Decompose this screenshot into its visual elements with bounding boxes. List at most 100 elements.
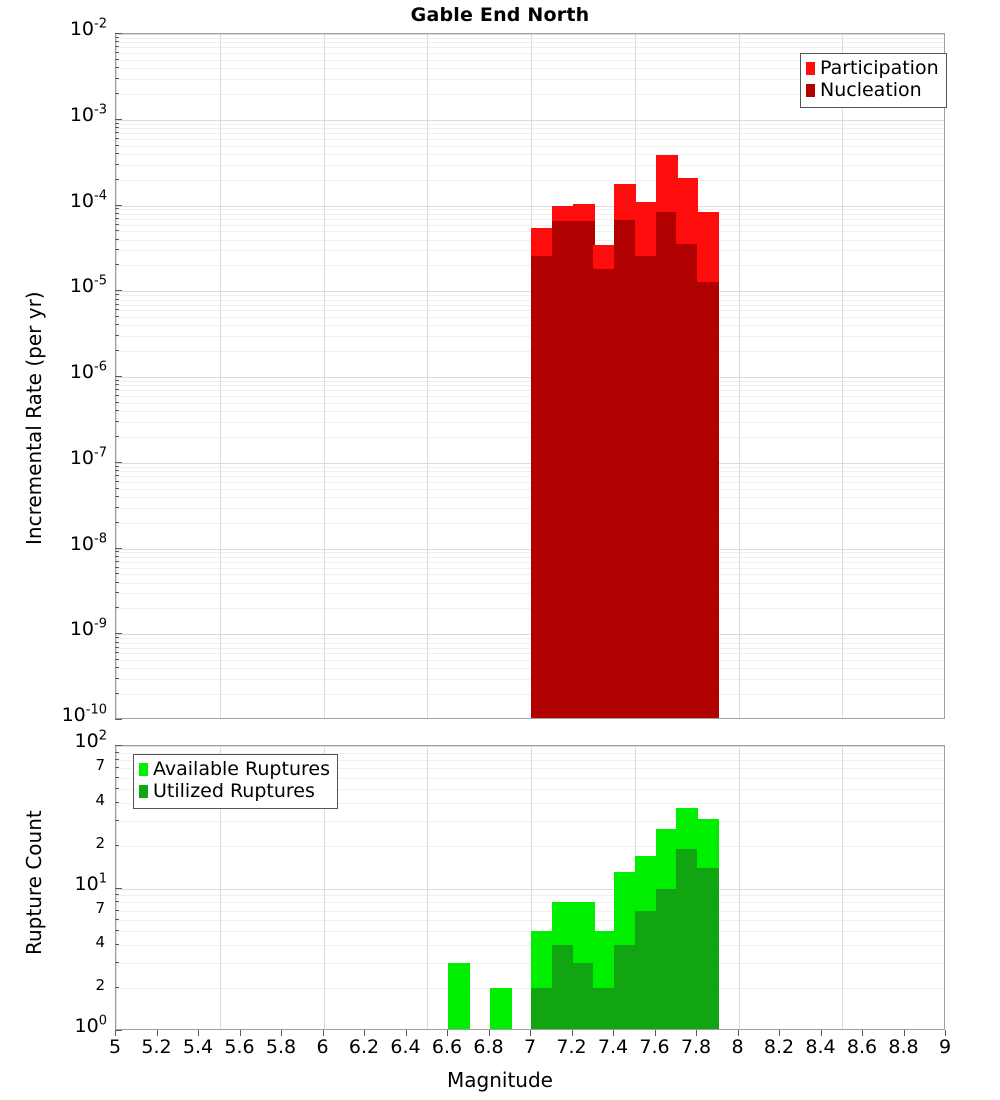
count-bar xyxy=(655,746,678,1029)
participation-swatch xyxy=(806,62,815,76)
available-segment xyxy=(448,963,470,1029)
xtick-8.4: 8.4 xyxy=(805,1036,836,1058)
incremental-rate-legend: Participation Nucleation xyxy=(800,53,947,108)
nucleation-segment xyxy=(572,221,595,718)
legend-label-nucleation: Nucleation xyxy=(820,78,922,101)
bottom-ytick-1: 101 xyxy=(74,871,107,895)
utilized-segment xyxy=(593,988,616,1029)
top-ytick--7: 10-7 xyxy=(69,445,107,469)
xtick-6: 6 xyxy=(316,1036,329,1058)
rate-bar xyxy=(655,34,678,718)
count-bar xyxy=(614,746,636,1029)
rate-bar xyxy=(551,34,574,718)
top-ytick--9: 10-9 xyxy=(69,616,107,641)
top-y-axis-label: Incremental Rate (per yr) xyxy=(22,291,46,545)
rate-bar xyxy=(593,34,616,718)
count-bar xyxy=(510,746,532,1029)
top-ytick--6: 10-6 xyxy=(69,359,107,383)
bottom-ytick-minor-40: 4 xyxy=(95,790,105,809)
top-ytick--8: 10-8 xyxy=(69,531,107,555)
count-bar xyxy=(489,746,512,1029)
xtick-6.2: 6.2 xyxy=(348,1036,380,1058)
incremental-rate-panel xyxy=(115,33,945,719)
xtick-7: 7 xyxy=(523,1036,537,1058)
top-ytick--4: 10-4 xyxy=(69,188,107,212)
xtick-5.4: 5.4 xyxy=(182,1036,214,1058)
legend-label-utilized-ruptures: Utilized Ruptures xyxy=(153,779,315,802)
legend-item-utilized-ruptures: Utilized Ruptures xyxy=(139,779,330,803)
xtick-9: 9 xyxy=(938,1036,952,1058)
xtick-7.8: 7.8 xyxy=(680,1036,712,1058)
utilized-segment xyxy=(634,910,657,1029)
xtick-5: 5 xyxy=(108,1036,122,1058)
top-ytick--5: 10-5 xyxy=(69,273,107,298)
xtick-8.2: 8.2 xyxy=(763,1036,795,1058)
rate-bar xyxy=(614,34,636,718)
page-title: Gable End North xyxy=(410,4,590,26)
utilized-segment xyxy=(531,988,553,1029)
count-bar xyxy=(676,746,699,1029)
available-segment xyxy=(489,988,512,1029)
xtick-5.6: 5.6 xyxy=(224,1036,255,1058)
rupture-count-legend: Available Ruptures Utilized Ruptures xyxy=(133,754,338,809)
utilized-segment xyxy=(655,888,678,1029)
bottom-ytick-minor-2: 2 xyxy=(95,976,105,995)
utilized-segment xyxy=(572,963,595,1029)
utilized-ruptures-swatch xyxy=(139,785,148,799)
xtick-6.4: 6.4 xyxy=(390,1036,421,1058)
xtick-7.2: 7.2 xyxy=(556,1036,587,1058)
count-bar xyxy=(551,746,574,1029)
xtick-5.8: 5.8 xyxy=(265,1036,297,1058)
bottom-ytick-minor-4: 4 xyxy=(95,933,105,952)
rate-bar xyxy=(697,34,719,718)
bottom-ytick-minor-70: 7 xyxy=(95,756,105,775)
xtick-7.4: 7.4 xyxy=(597,1036,629,1058)
nucleation-segment xyxy=(655,211,678,718)
bottom-y-axis-label: Rupture Count xyxy=(22,810,46,955)
xtick-6.8: 6.8 xyxy=(473,1036,504,1058)
bottom-ytick-0: 100 xyxy=(74,1013,107,1037)
rate-bar xyxy=(572,34,595,718)
nucleation-swatch xyxy=(806,84,815,98)
top-ytick--2: 10-2 xyxy=(69,16,107,40)
rate-bar xyxy=(676,34,699,718)
nucleation-segment xyxy=(551,221,574,718)
rupture-count-plot-area xyxy=(115,745,945,1030)
legend-item-available-ruptures: Available Ruptures xyxy=(139,758,330,781)
xtick-8: 8 xyxy=(731,1036,744,1058)
nucleation-segment xyxy=(614,219,636,718)
count-bar xyxy=(572,746,595,1029)
xtick-6.6: 6.6 xyxy=(431,1036,463,1058)
utilized-segment xyxy=(697,867,719,1029)
count-bar xyxy=(593,746,616,1029)
x-axis-label: Magnitude xyxy=(447,1068,553,1092)
utilized-segment xyxy=(676,848,699,1029)
incremental-rate-plot-area xyxy=(115,33,945,719)
bottom-ytick-minor-7: 7 xyxy=(95,898,105,917)
utilized-segment xyxy=(551,945,574,1029)
available-ruptures-swatch xyxy=(139,763,148,777)
count-bar xyxy=(634,746,657,1029)
nucleation-segment xyxy=(676,243,699,718)
count-bar xyxy=(448,746,470,1029)
top-ytick--3: 10-3 xyxy=(69,102,107,126)
legend-label-participation: Participation xyxy=(820,57,939,79)
count-bar xyxy=(697,746,719,1029)
bottom-ytick-2: 102 xyxy=(74,728,107,752)
nucleation-segment xyxy=(634,255,657,718)
rate-bar xyxy=(634,34,657,718)
xtick-7.6: 7.6 xyxy=(639,1036,670,1058)
nucleation-segment xyxy=(697,281,719,718)
count-bar xyxy=(531,746,553,1029)
legend-item-participation: Participation xyxy=(806,57,939,80)
rate-bar xyxy=(531,34,553,718)
xtick-8.6: 8.6 xyxy=(846,1036,878,1058)
nucleation-segment xyxy=(593,269,616,718)
legend-label-available-ruptures: Available Ruptures xyxy=(153,758,330,780)
xtick-8.8: 8.8 xyxy=(888,1036,919,1058)
utilized-segment xyxy=(614,945,636,1029)
legend-item-nucleation: Nucleation xyxy=(806,78,939,102)
rupture-count-panel xyxy=(115,745,945,1030)
nucleation-segment xyxy=(531,255,553,718)
